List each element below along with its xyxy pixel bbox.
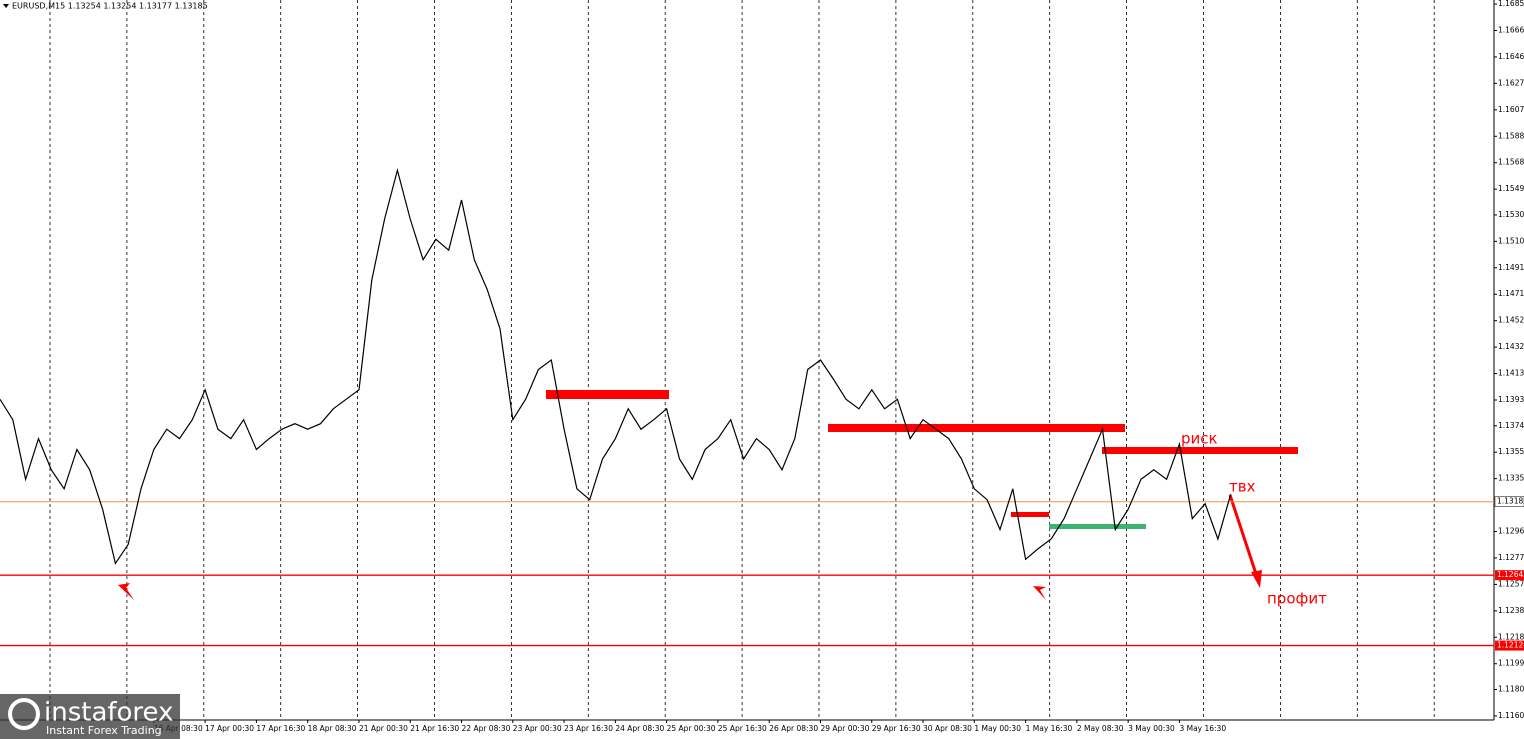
resistance-bar: [546, 390, 669, 399]
x-tick-label: 17 Apr 00:30: [205, 724, 254, 733]
y-tick-label: 1.13935: [1498, 395, 1524, 404]
vertical-grid: [49, 0, 1435, 720]
brand: instaforex: [44, 698, 173, 728]
x-tick-label: 17 Apr 16:30: [256, 724, 305, 733]
x-tick-label: 29 Apr 00:30: [820, 724, 869, 733]
y-tick-label: 1.12575: [1498, 579, 1524, 588]
y-tick-label: 1.15300: [1498, 210, 1524, 219]
x-tick-label: 25 Apr 00:30: [667, 724, 716, 733]
x-tick-label: 23 Apr 16:30: [564, 724, 613, 733]
profit-label: профит: [1267, 590, 1327, 608]
x-tick-label: 30 Apr 08:30: [923, 724, 972, 733]
y-tick-label: 1.14325: [1498, 342, 1524, 351]
y-tick-label: 1.15490: [1498, 184, 1524, 193]
y-tick-label: 1.14910: [1498, 263, 1524, 272]
y-tick-label: 1.11605: [1498, 711, 1524, 720]
y-tick-label: 1.12965: [1498, 527, 1524, 536]
y-tick-label: 1.11800: [1498, 684, 1524, 693]
chart-title: EURUSD,M15 1.13254 1.13254 1.13177 1.131…: [12, 2, 208, 11]
y-tick-label: 1.16465: [1498, 52, 1524, 61]
y-tick-label: 1.11990: [1498, 659, 1524, 668]
y-tick-label: 1.14715: [1498, 289, 1524, 298]
y-tick-label: 1.16855: [1498, 0, 1524, 8]
level-tag: [1495, 640, 1524, 651]
x-tick-label: 24 Apr 08:30: [615, 724, 664, 733]
entry-label: твх: [1229, 478, 1256, 496]
title-arrow: [3, 4, 9, 8]
y-tick-label: 1.14130: [1498, 369, 1524, 378]
x-tick-label: 21 Apr 16:30: [410, 724, 459, 733]
x-tick-label: 22 Apr 08:30: [462, 724, 511, 733]
y-tick-label: 1.15880: [1498, 131, 1524, 140]
x-tick-label: 2 May 08:30: [1077, 724, 1124, 733]
x-tick-label: 3 May 00:30: [1128, 724, 1175, 733]
x-tick-label: 21 Apr 00:30: [359, 724, 408, 733]
current-price-tag: [1494, 496, 1524, 507]
y-tick-label: 1.16075: [1498, 105, 1524, 114]
y-tick-label: 1.15105: [1498, 236, 1524, 245]
x-tick-label: 1 May 00:30: [974, 724, 1021, 733]
x-tick-label: 23 Apr 00:30: [513, 724, 562, 733]
y-tick-label: 1.15685: [1498, 158, 1524, 167]
logo: [8, 698, 40, 730]
y-tick-label: 1.16270: [1498, 78, 1524, 87]
y-tick-label: 1.16660: [1498, 26, 1524, 35]
x-tick-label: 25 Apr 16:30: [718, 724, 767, 733]
x-tick-label: 18 Apr 08:30: [308, 724, 357, 733]
x-tick-label: 1 May 16:30: [1026, 724, 1073, 733]
level-tag: [1495, 570, 1524, 581]
watermark: instaforex Instant Forex Trading: [0, 694, 180, 739]
current-price-label: 1.13185: [1497, 497, 1524, 506]
y-tick-label: 1.12380: [1498, 606, 1524, 615]
resistance-bar: [828, 424, 1125, 432]
level-label: 1.12124: [1497, 641, 1524, 650]
y-tick-label: 1.12185: [1498, 632, 1524, 641]
arrow-head: [1251, 570, 1262, 588]
risk-bar: [1102, 447, 1298, 454]
arrow-marker: [1033, 586, 1046, 600]
y-tick-label: 1.13550: [1498, 447, 1524, 456]
x-tick-label: 26 Apr 08:30: [769, 724, 818, 733]
level-label: 1.12643: [1497, 570, 1524, 579]
x-tick-label: 29 Apr 16:30: [872, 724, 921, 733]
y-tick-label: 1.14520: [1498, 316, 1524, 325]
level-bar: [1011, 512, 1049, 517]
support-bar: [1049, 524, 1146, 529]
arrow-marker: [118, 583, 134, 600]
profit-arrow: [1228, 494, 1260, 581]
price-line: [0, 167, 1232, 565]
risk-label: риск: [1181, 430, 1218, 448]
y-tick-label: 1.13355: [1498, 474, 1524, 483]
x-tick-label: 3 May 16:30: [1179, 724, 1226, 733]
y-tick-label: 1.12770: [1498, 553, 1524, 562]
tagline: Instant Forex Trading: [46, 724, 162, 737]
y-tick-label: 1.13745: [1498, 421, 1524, 430]
